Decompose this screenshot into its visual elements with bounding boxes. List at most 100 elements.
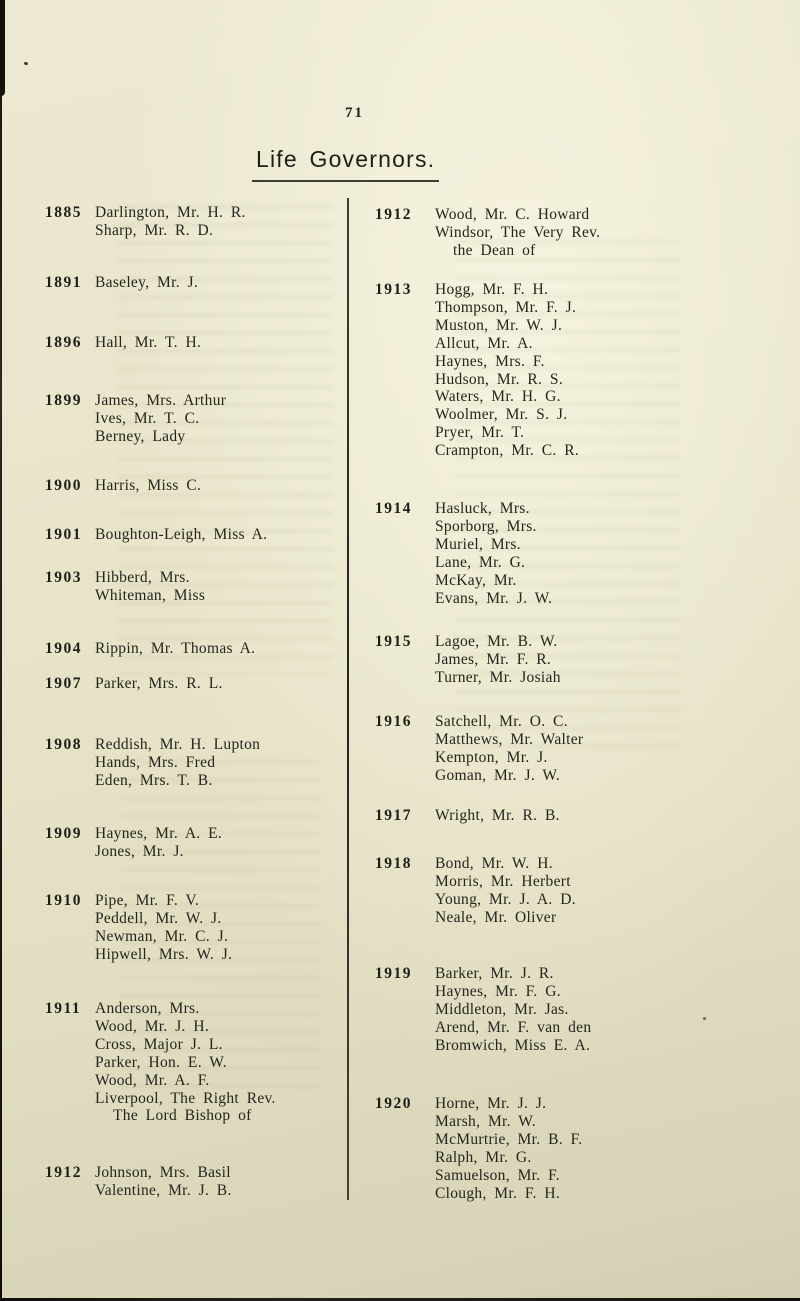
entry-names: Hasluck, Mrs. Sporborg, Mrs. Muriel, Mrs. L… bbox=[435, 500, 552, 607]
entry-left-1903-6: 1903 Hibberd, Mrs. Whiteman, Miss bbox=[45, 569, 205, 605]
governor-name: Thompson, Mr. F. J. bbox=[435, 298, 577, 316]
governor-name: Wright, Mr. R. B. bbox=[435, 807, 560, 824]
entry-right-1918-6: 1918 Bond, Mr. W. H. Morris, Mr. Herbert Yo… bbox=[375, 855, 576, 927]
entry-left-1891-1: 1891 Baseley, Mr. J. bbox=[45, 274, 198, 292]
governor-name: Haynes, Mr. A. E. bbox=[95, 825, 223, 842]
entry-left-1912-13: 1912 Johnson, Mrs. Basil Valentine, Mr. J.… bbox=[45, 1164, 232, 1200]
governor-name: Arend, Mr. F. van den bbox=[435, 1018, 592, 1036]
entry-left-1907-8: 1907 Parker, Mrs. R. L. bbox=[45, 675, 223, 693]
entry-names: Boughton-Leigh, Miss A. bbox=[95, 526, 267, 544]
governor-name: Hasluck, Mrs. bbox=[435, 500, 530, 517]
governor-name: Jones, Mr. J. bbox=[95, 842, 184, 860]
governor-name: Valentine, Mr. J. B. bbox=[95, 1181, 232, 1199]
governor-name: Windsor, The Very Rev. bbox=[435, 223, 601, 241]
governor-name: Neale, Mr. Oliver bbox=[435, 908, 557, 926]
governor-name: James, Mrs. Arthur bbox=[95, 392, 227, 409]
governor-name: Marsh, Mr. W. bbox=[435, 1112, 536, 1130]
governor-name: Ives, Mr. T. C. bbox=[95, 409, 200, 427]
governor-name: McKay, Mr. bbox=[435, 571, 517, 589]
entry-year: 1899 bbox=[45, 392, 82, 409]
entry-year: 1917 bbox=[375, 807, 412, 824]
entry-year: 1904 bbox=[45, 640, 82, 657]
governor-name: Parker, Mrs. R. L. bbox=[95, 675, 223, 692]
governor-name: Crampton, Mr. C. R. bbox=[435, 442, 580, 460]
governor-name: Hipwell, Mrs. W. J. bbox=[95, 945, 233, 963]
entry-names: Harris, Miss C. bbox=[95, 477, 201, 495]
governor-name: Waters, Mr. H. G. bbox=[435, 388, 561, 406]
governor-name: Wood, Mr. A. F. bbox=[95, 1071, 210, 1089]
governor-name: Woolmer, Mr. S. J. bbox=[435, 406, 568, 424]
entry-right-1916-4: 1916 Satchell, Mr. O. C. Matthews, Mr. Wal… bbox=[375, 713, 583, 785]
entry-year: 1918 bbox=[375, 855, 412, 872]
governor-name: Peddell, Mr. W. J. bbox=[95, 909, 222, 927]
governor-name: Boughton-Leigh, Miss A. bbox=[95, 526, 268, 543]
entry-names: Baseley, Mr. J. bbox=[95, 274, 198, 292]
paper-speck bbox=[703, 1017, 706, 1020]
entry-names: Reddish, Mr. H. Lupton Hands, Mrs. Fred Ed… bbox=[95, 736, 260, 790]
governor-name: Hall, Mr. T. H. bbox=[95, 334, 202, 351]
governor-name: Morris, Mr. Herbert bbox=[435, 872, 571, 890]
entry-left-1885: 1885 Darlington, Mr. H. R. Sharp, Mr. R. D… bbox=[45, 204, 246, 240]
entry-names: Hall, Mr. T. H. bbox=[95, 334, 201, 352]
entry-right-1917-5: 1917 Wright, Mr. R. B. bbox=[375, 807, 560, 825]
governor-name: Baseley, Mr. J. bbox=[95, 274, 199, 291]
entry-names: Wood, Mr. C. Howard Windsor, The Very Rev… bbox=[435, 206, 600, 260]
governor-name: the Dean of bbox=[453, 241, 536, 259]
governor-name: Berney, Lady bbox=[95, 427, 186, 445]
entry-names: Darlington, Mr. H. R. Sharp, Mr. R. D. bbox=[95, 204, 246, 240]
entry-names: Horne, Mr. J. J. Marsh, Mr. W. McMurtrie, … bbox=[435, 1095, 582, 1202]
entry-year: 1916 bbox=[375, 713, 412, 730]
governor-name: Young, Mr. J. A. D. bbox=[435, 890, 576, 908]
governor-name: Muston, Mr. W. J. bbox=[435, 316, 563, 334]
entry-names: Hogg, Mr. F. H. Thompson, Mr. F. J. Muston… bbox=[435, 281, 579, 460]
governor-name: Hogg, Mr. F. H. bbox=[435, 281, 549, 298]
governor-name: Haynes, Mrs. F. bbox=[435, 352, 545, 370]
entry-names: Wright, Mr. R. B. bbox=[435, 807, 560, 825]
governor-name: Haynes, Mr. F. G. bbox=[435, 982, 561, 1000]
entry-year: 1901 bbox=[45, 526, 82, 543]
governor-name: Satchell, Mr. O. C. bbox=[435, 713, 568, 730]
governor-name: Sharp, Mr. R. D. bbox=[95, 221, 214, 239]
entry-year: 1920 bbox=[375, 1095, 412, 1112]
entry-left-1899-3: 1899 James, Mrs. Arthur Ives, Mr. T. C. Ber… bbox=[45, 392, 226, 446]
scan-edge-left-top bbox=[0, 0, 5, 96]
governor-name: Muriel, Mrs. bbox=[435, 535, 521, 553]
entry-right-1915-3: 1915 Lagoe, Mr. B. W. James, Mr. F. R. Turn… bbox=[375, 633, 561, 687]
governor-name: Kempton, Mr. J. bbox=[435, 748, 548, 766]
governor-name: Harris, Miss C. bbox=[95, 477, 202, 494]
entry-names: Parker, Mrs. R. L. bbox=[95, 675, 223, 693]
entry-year: 1912 bbox=[45, 1164, 82, 1181]
entry-names: Haynes, Mr. A. E. Jones, Mr. J. bbox=[95, 825, 222, 861]
entry-right-1914-2: 1914 Hasluck, Mrs. Sporborg, Mrs. Muriel, M… bbox=[375, 500, 552, 607]
governor-name: Ralph, Mr. G. bbox=[435, 1148, 532, 1166]
entry-year: 1909 bbox=[45, 825, 82, 842]
governor-name: Bond, Mr. W. H. bbox=[435, 855, 553, 872]
governor-name: Lane, Mr. G. bbox=[435, 553, 526, 571]
entry-left-1909-10: 1909 Haynes, Mr. A. E. Jones, Mr. J. bbox=[45, 825, 222, 861]
governor-name: Johnson, Mrs. Basil bbox=[95, 1164, 231, 1181]
entry-year: 1919 bbox=[375, 965, 412, 982]
entry-year: 1907 bbox=[45, 675, 82, 692]
entry-right-1920-8: 1920 Horne, Mr. J. J. Marsh, Mr. W. McMurtr… bbox=[375, 1095, 582, 1202]
governor-name: Liverpool, The Right Rev. bbox=[95, 1089, 276, 1107]
governor-name: Wood, Mr. C. Howard bbox=[435, 206, 590, 223]
column-divider-rule bbox=[347, 198, 349, 1200]
entry-year: 1908 bbox=[45, 736, 82, 753]
entry-year: 1896 bbox=[45, 334, 82, 351]
governor-name: Barker, Mr. J. R. bbox=[435, 965, 554, 982]
entry-left-1901-5: 1901 Boughton-Leigh, Miss A. bbox=[45, 526, 267, 544]
governor-name: Hibberd, Mrs. bbox=[95, 569, 190, 586]
governor-name: Sporborg, Mrs. bbox=[435, 517, 537, 535]
governor-name: Lagoe, Mr. B. W. bbox=[435, 633, 558, 650]
governor-name: Allcut, Mr. A. bbox=[435, 334, 533, 352]
entry-left-1908-9: 1908 Reddish, Mr. H. Lupton Hands, Mrs. Fr… bbox=[45, 736, 260, 790]
entry-names: Rippin, Mr. Thomas A. bbox=[95, 640, 255, 658]
entry-year: 1913 bbox=[375, 281, 412, 298]
entry-right-1919-7: 1919 Barker, Mr. J. R. Haynes, Mr. F. G. Mi… bbox=[375, 965, 591, 1055]
entry-names: Lagoe, Mr. B. W. James, Mr. F. R. Turner, … bbox=[435, 633, 561, 687]
governor-name: Eden, Mrs. T. B. bbox=[95, 771, 213, 789]
entry-right-1912: 1912 Wood, Mr. C. Howard Windsor, The Very… bbox=[375, 206, 600, 260]
governor-name: Wood, Mr. J. H. bbox=[95, 1017, 210, 1035]
entry-year: 1910 bbox=[45, 892, 82, 909]
scan-edge-left bbox=[0, 0, 2, 1301]
